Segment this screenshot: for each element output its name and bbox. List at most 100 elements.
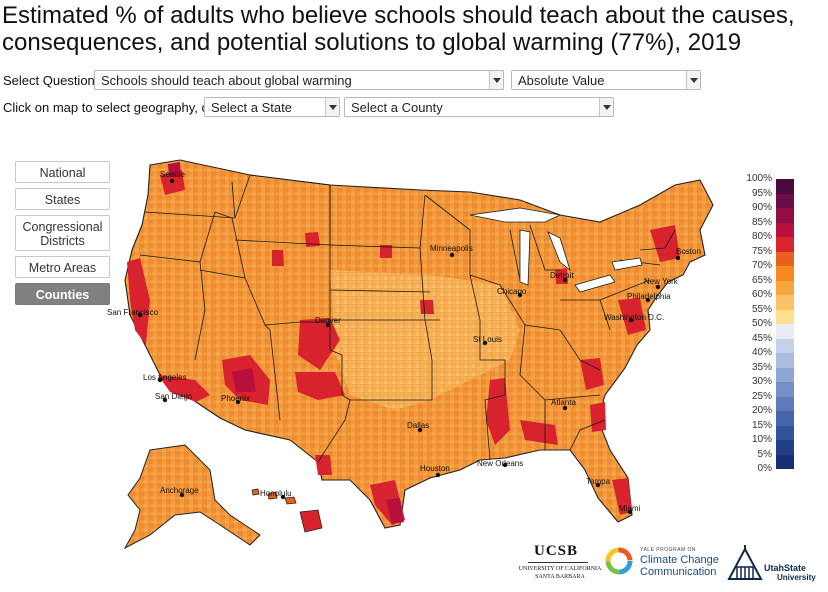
legend-swatch [776,396,794,411]
legend-swatch [776,193,794,208]
plains-region [330,270,520,410]
svg-text:Los Angeles: Los Angeles [143,373,187,382]
legend-label: 100% [746,173,772,184]
svg-text:Anchorage: Anchorage [160,486,199,495]
geography-prompt: Click on map to select geography, or: [3,100,217,115]
ucsb-logo-rule [528,562,588,563]
city-new-orleans: New Orleans [477,459,523,468]
alaska-shape[interactable] [123,444,261,550]
county-select[interactable]: Select a County [344,97,614,117]
city-denver: Denver [315,316,341,328]
legend-label: 85% [751,216,772,228]
city-new-york: New York [644,277,679,290]
city-anchorage: Anchorage [160,486,199,498]
state-borders [131,174,676,463]
legend-swatch [776,266,794,281]
page-title: Estimated % of adults who believe school… [2,2,795,56]
legend-label: 45% [751,332,772,344]
legend-swatch [776,382,794,397]
ucsb-logo-subline-2: SANTA BARBARA [535,574,585,580]
legend-label: 40% [751,347,772,358]
svg-text:New Orleans: New Orleans [477,459,523,468]
svg-text:Minneapolis: Minneapolis [430,244,473,253]
svg-text:San Diego: San Diego [155,392,193,401]
svg-text:Philadelphia: Philadelphia [627,292,671,301]
legend-label: 20% [751,405,772,416]
svg-text:Tampa: Tampa [586,477,611,486]
legend-swatch [776,353,794,368]
legend-swatch [776,208,794,223]
city-honolulu: Honolulu [260,489,292,500]
city-los-angeles: Los Angeles [143,373,187,383]
legend-label: 75% [751,245,772,257]
legend-swatch [776,440,794,455]
city-detroit: Detroit [550,271,574,283]
legend-swatch [776,309,794,324]
hawaii-shape[interactable] [251,488,323,533]
city-washington-dc: Washington D.C. [604,313,664,323]
city-dallas: Dallas [407,421,429,433]
legend-label: 15% [751,419,772,431]
usu-building-icon [727,545,763,580]
city-phoenix: Phoenix [221,394,250,405]
legend-label: 55% [751,303,772,315]
legend-swatch [776,237,794,252]
usu-logo-line-1: UtahState [764,563,807,573]
great-lakes [469,207,643,293]
ucsb-logo-name: UCSB [534,543,579,559]
highest-value-hotspots [168,162,404,524]
legend-swatch [776,338,794,353]
svg-text:San Francisco: San Francisco [107,308,159,317]
legend-swatch [776,295,794,310]
mode-select-value: Absolute Value [518,73,605,88]
svg-text:Honolulu: Honolulu [260,489,292,498]
city-houston: Houston [420,464,450,478]
svg-text:Denver: Denver [315,316,341,325]
city-markers: Seattle Minneapolis Boston Detroit Chica… [107,170,701,515]
geo-button-states[interactable]: States [15,188,110,210]
legend-swatch [776,367,794,382]
svg-text:Chicago: Chicago [497,287,527,296]
select-question-label: Select Question: [3,73,99,88]
chevron-down-icon [325,98,339,116]
yale-logo-line-1: Climate Change [640,554,719,566]
mode-select[interactable]: Absolute Value [511,70,701,90]
svg-text:Detroit: Detroit [550,271,574,280]
question-select-value: Schools should teach about global warmin… [101,73,352,88]
svg-text:St Louis: St Louis [473,335,502,344]
legend-swatch [776,454,794,469]
legend-label: 25% [751,390,772,402]
legend-label: 95% [751,187,772,199]
legend-label: 60% [751,289,772,300]
state-select[interactable]: Select a State [204,97,340,117]
svg-text:Houston: Houston [420,464,450,473]
city-san-francisco: San Francisco [107,308,159,318]
legend-label: 50% [751,318,772,329]
geo-button-counties[interactable]: Counties [15,283,110,305]
svg-text:Miami: Miami [619,504,641,513]
yale-ring-icon [605,547,633,575]
svg-text:Seattle: Seattle [160,170,185,179]
legend-swatch [776,411,794,426]
county-select-value: Select a County [351,100,443,115]
ucsb-logo-subline-1: UNIVERSITY OF CALIFORNIA [518,566,602,572]
legend-swatch [776,324,794,339]
svg-text:New York: New York [644,277,679,286]
legend-label: 10% [751,434,772,445]
yale-logo-top: YALE PROGRAM ON [640,547,697,553]
yale-logo-line-2: Communication [640,566,717,578]
geo-button-congressional-districts[interactable]: Congressional Districts [15,215,110,251]
legend-swatch [776,251,794,266]
geo-button-metro-areas[interactable]: Metro Areas [15,256,110,278]
legend-label: 30% [751,376,772,387]
geo-button-national[interactable]: National [15,161,110,183]
chevron-down-icon [489,71,503,89]
chevron-down-icon [599,98,613,116]
city-st-louis: St Louis [473,335,502,346]
legend-swatch [776,222,794,237]
city-seattle: Seattle [160,170,185,184]
svg-text:Boston: Boston [676,247,701,256]
question-select[interactable]: Schools should teach about global warmin… [94,70,504,90]
legend-swatch [776,179,794,194]
